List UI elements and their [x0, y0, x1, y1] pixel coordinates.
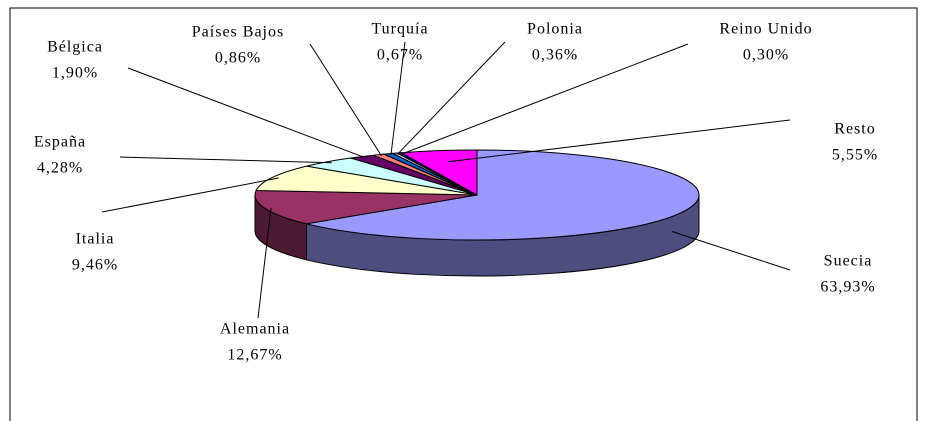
slice-value-label: 9,46% [72, 257, 118, 274]
slice [254, 189, 478, 225]
slice [399, 149, 478, 196]
leader-line [448, 119, 791, 163]
slice-label: Polonia [527, 21, 583, 38]
slice-value-label: 4,28% [37, 160, 83, 177]
leader-line [396, 41, 506, 155]
slice-value-label: 1,90% [52, 65, 98, 82]
chart-frame [9, 7, 918, 421]
slice-value-label: 12,67% [227, 347, 282, 364]
slice-label: Reino Unido [719, 21, 812, 38]
slice-value-label: 63,93% [820, 279, 875, 296]
leader-line [257, 207, 272, 319]
leader-line [401, 43, 689, 155]
leader-line [671, 231, 791, 271]
leader-line [119, 156, 332, 164]
slice-label: Resto [834, 121, 875, 138]
slice-value-label: 0,30% [743, 47, 789, 64]
leader-line [390, 41, 406, 156]
leader-line [101, 177, 279, 213]
slice-label: España [34, 134, 86, 151]
slice-label: Bélgica [47, 39, 103, 56]
slice-value-label: 0,86% [215, 50, 261, 67]
slice-value-label: 5,55% [832, 147, 878, 164]
slice-label: Suecia [824, 253, 873, 270]
slice-label: Alemania [220, 321, 290, 338]
slice [306, 149, 700, 241]
slice [255, 165, 478, 196]
slice-label: Países Bajos [192, 24, 284, 41]
slice-value-label: 0,36% [532, 47, 578, 64]
slice-value-label: 0,67% [377, 47, 423, 64]
leader-line [309, 43, 382, 157]
slice-label: Italia [76, 231, 115, 248]
slice-label: Turquía [371, 21, 428, 38]
leader-line [127, 67, 366, 159]
